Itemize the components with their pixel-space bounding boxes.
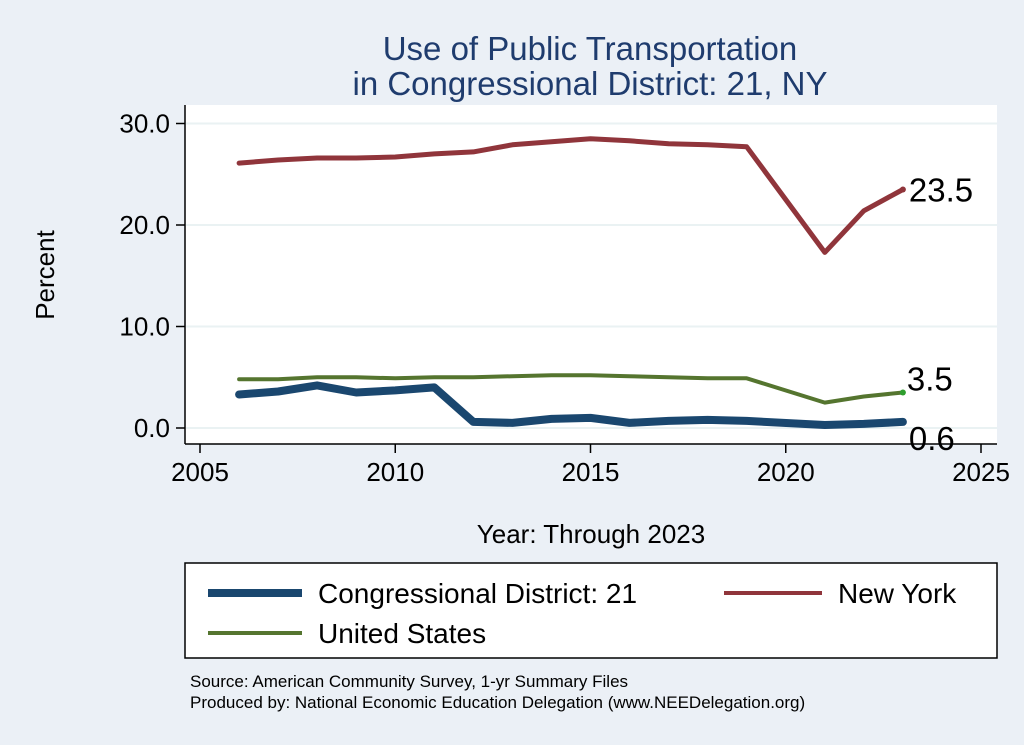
end-value-label: 0.6 — [909, 420, 955, 457]
chart-title-line2: in Congressional District: 21, NY — [352, 65, 827, 102]
legend-box — [184, 562, 998, 659]
x-tick-label: 2005 — [171, 457, 229, 487]
y-tick-label: 30.0 — [119, 109, 170, 139]
y-tick-label: 0.0 — [134, 413, 170, 443]
series-lines — [235, 136, 907, 429]
series-line-new-york — [236, 136, 906, 255]
y-tick-label: 10.0 — [119, 312, 170, 342]
x-tick-label: 2025 — [952, 457, 1010, 487]
end-labels: 0.6 23.5 3.5 — [899, 171, 973, 457]
y-axis-title: Percent — [30, 229, 60, 319]
series-line-congressional-district-21 — [235, 381, 907, 429]
x-tick-label: 2010 — [366, 457, 424, 487]
producer-line: Produced by: National Economic Education… — [190, 693, 806, 712]
source-note: Source: American Community Survey, 1-yr … — [190, 671, 805, 713]
end-value-label: 3.5 — [907, 360, 953, 397]
gridlines — [186, 122, 997, 429]
x-ticks: 2005 2010 2015 2020 2025 — [171, 444, 1010, 487]
legend-label-cd21: Congressional District: 21 — [318, 578, 637, 609]
end-point-marker — [899, 186, 906, 193]
x-tick-label: 2015 — [562, 457, 620, 487]
y-tick-label: 20.0 — [119, 210, 170, 240]
x-tick-label: 2020 — [757, 457, 815, 487]
source-line: Source: American Community Survey, 1-yr … — [190, 672, 629, 691]
x-axis-title: Year: Through 2023 — [477, 519, 705, 549]
end-value-label: 23.5 — [909, 171, 973, 208]
plot-area — [185, 105, 997, 444]
legend-label-united-states: United States — [318, 618, 486, 649]
y-ticks: 0.0 10.0 20.0 30.0 — [119, 109, 185, 443]
legend-label-new-york: New York — [838, 578, 957, 609]
series-line-united-states — [237, 373, 905, 405]
end-point-marker — [899, 389, 906, 396]
chart-title-line1: Use of Public Transportation — [383, 30, 798, 67]
end-point-marker — [899, 418, 906, 425]
